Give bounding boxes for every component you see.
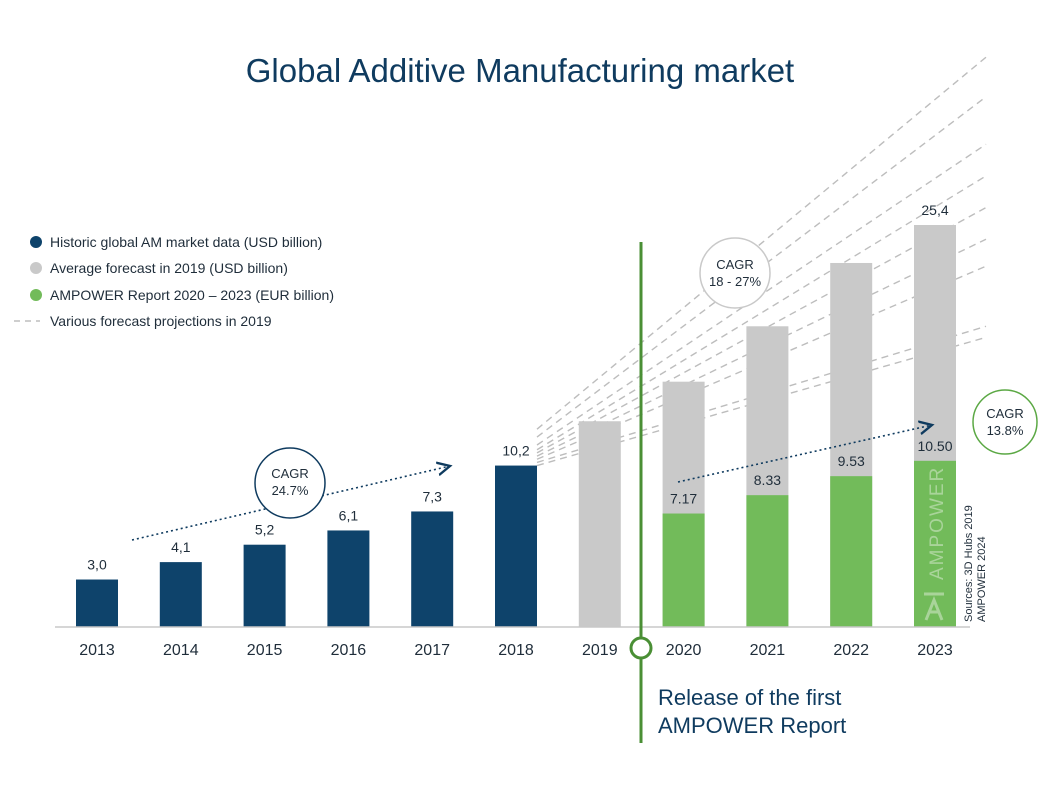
data-label: 4,1: [171, 539, 191, 555]
cagr-ampower-line-1: CAGR: [986, 406, 1024, 421]
cagr-historic-line-2: 24.7%: [272, 483, 309, 498]
projection-line: [536, 56, 987, 430]
bar-ampower: [746, 495, 789, 627]
cagr-ampower-badge: CAGR 13.8%: [972, 389, 1038, 455]
bar-ampower: [830, 476, 873, 627]
x-tick-label: 2022: [833, 642, 869, 659]
release-text-line-1: Release of the first: [658, 685, 841, 710]
data-label: 10,2: [502, 443, 529, 459]
legend-label-ampower: AMPOWER Report 2020 – 2023 (EUR billion): [50, 287, 334, 303]
x-tick-label: 2020: [666, 642, 702, 659]
data-label: 9.53: [838, 453, 865, 469]
bar-ampower: [662, 513, 705, 627]
data-label: 7.17: [670, 491, 697, 507]
ampower-watermark: AMPOWER: [924, 466, 948, 621]
data-label: 3,0: [87, 557, 107, 573]
bars: [76, 225, 956, 627]
x-tick-label: 2015: [247, 642, 283, 659]
legend-marker-forecast: [30, 262, 42, 274]
ampower-logo-icon: [924, 592, 944, 621]
bar-historic: [495, 465, 537, 627]
x-tick-label: 2023: [917, 642, 953, 659]
cagr-historic-line-1: CAGR: [271, 466, 309, 481]
bar-historic: [411, 511, 454, 627]
x-tick-label: 2014: [163, 642, 199, 659]
sources-line-1: Sources: 3D Hubs 2019: [963, 505, 975, 622]
sources-line-2: AMPOWER 2024: [976, 536, 988, 622]
data-labels: 3,0 4,1 5,2 6,1 7,3 10,2 25,4 7.17 8.33 9.53 10.50: [87, 202, 952, 573]
legend: Historic global AM market data (USD bill…: [14, 234, 334, 329]
bar-historic: [243, 544, 286, 627]
data-label: 7,3: [422, 488, 442, 504]
watermark-text: AMPOWER: [927, 466, 948, 580]
projection-line: [536, 175, 987, 451]
bar-forecast: [578, 421, 621, 627]
chart-title: Global Additive Manufacturing market: [246, 52, 794, 89]
release-text-line-2: AMPOWER Report: [658, 713, 846, 738]
legend-label-projections: Various forecast projections in 2019: [50, 313, 272, 329]
cagr-forecast-line-1: CAGR: [716, 257, 754, 272]
bar-historic: [327, 530, 370, 627]
x-tick-label: 2021: [750, 642, 786, 659]
data-label: 25,4: [921, 202, 948, 218]
data-label: 10.50: [917, 438, 952, 454]
cagr-historic-badge: CAGR 24.7%: [254, 447, 326, 519]
cagr-ampower-arrow: [677, 425, 932, 483]
x-tick-label: 2019: [582, 642, 618, 659]
x-tick-label: 2013: [79, 642, 115, 659]
legend-label-historic: Historic global AM market data (USD bill…: [50, 234, 322, 250]
data-label: 8.33: [754, 472, 781, 488]
legend-marker-ampower: [30, 289, 42, 301]
x-tick-label: 2017: [414, 642, 450, 659]
legend-marker-historic: [30, 236, 42, 248]
legend-label-forecast: Average forecast in 2019 (USD billion): [50, 260, 288, 276]
data-label: 6,1: [339, 507, 359, 523]
cagr-forecast-line-2: 18 - 27%: [709, 274, 761, 289]
release-marker-circle: [629, 636, 653, 660]
cagr-ampower-line-2: 13.8%: [987, 423, 1024, 438]
data-label: 5,2: [255, 522, 275, 538]
cagr-forecast-badge: CAGR 18 - 27%: [699, 237, 771, 309]
bar-historic: [159, 562, 202, 627]
x-tick-label: 2018: [498, 642, 534, 659]
x-tick-label: 2016: [331, 642, 367, 659]
bar-historic: [76, 579, 118, 627]
x-axis-ticks: 2013 2014 2015 2016 2017 2018 2019 2020 2021 2022…: [79, 642, 953, 659]
